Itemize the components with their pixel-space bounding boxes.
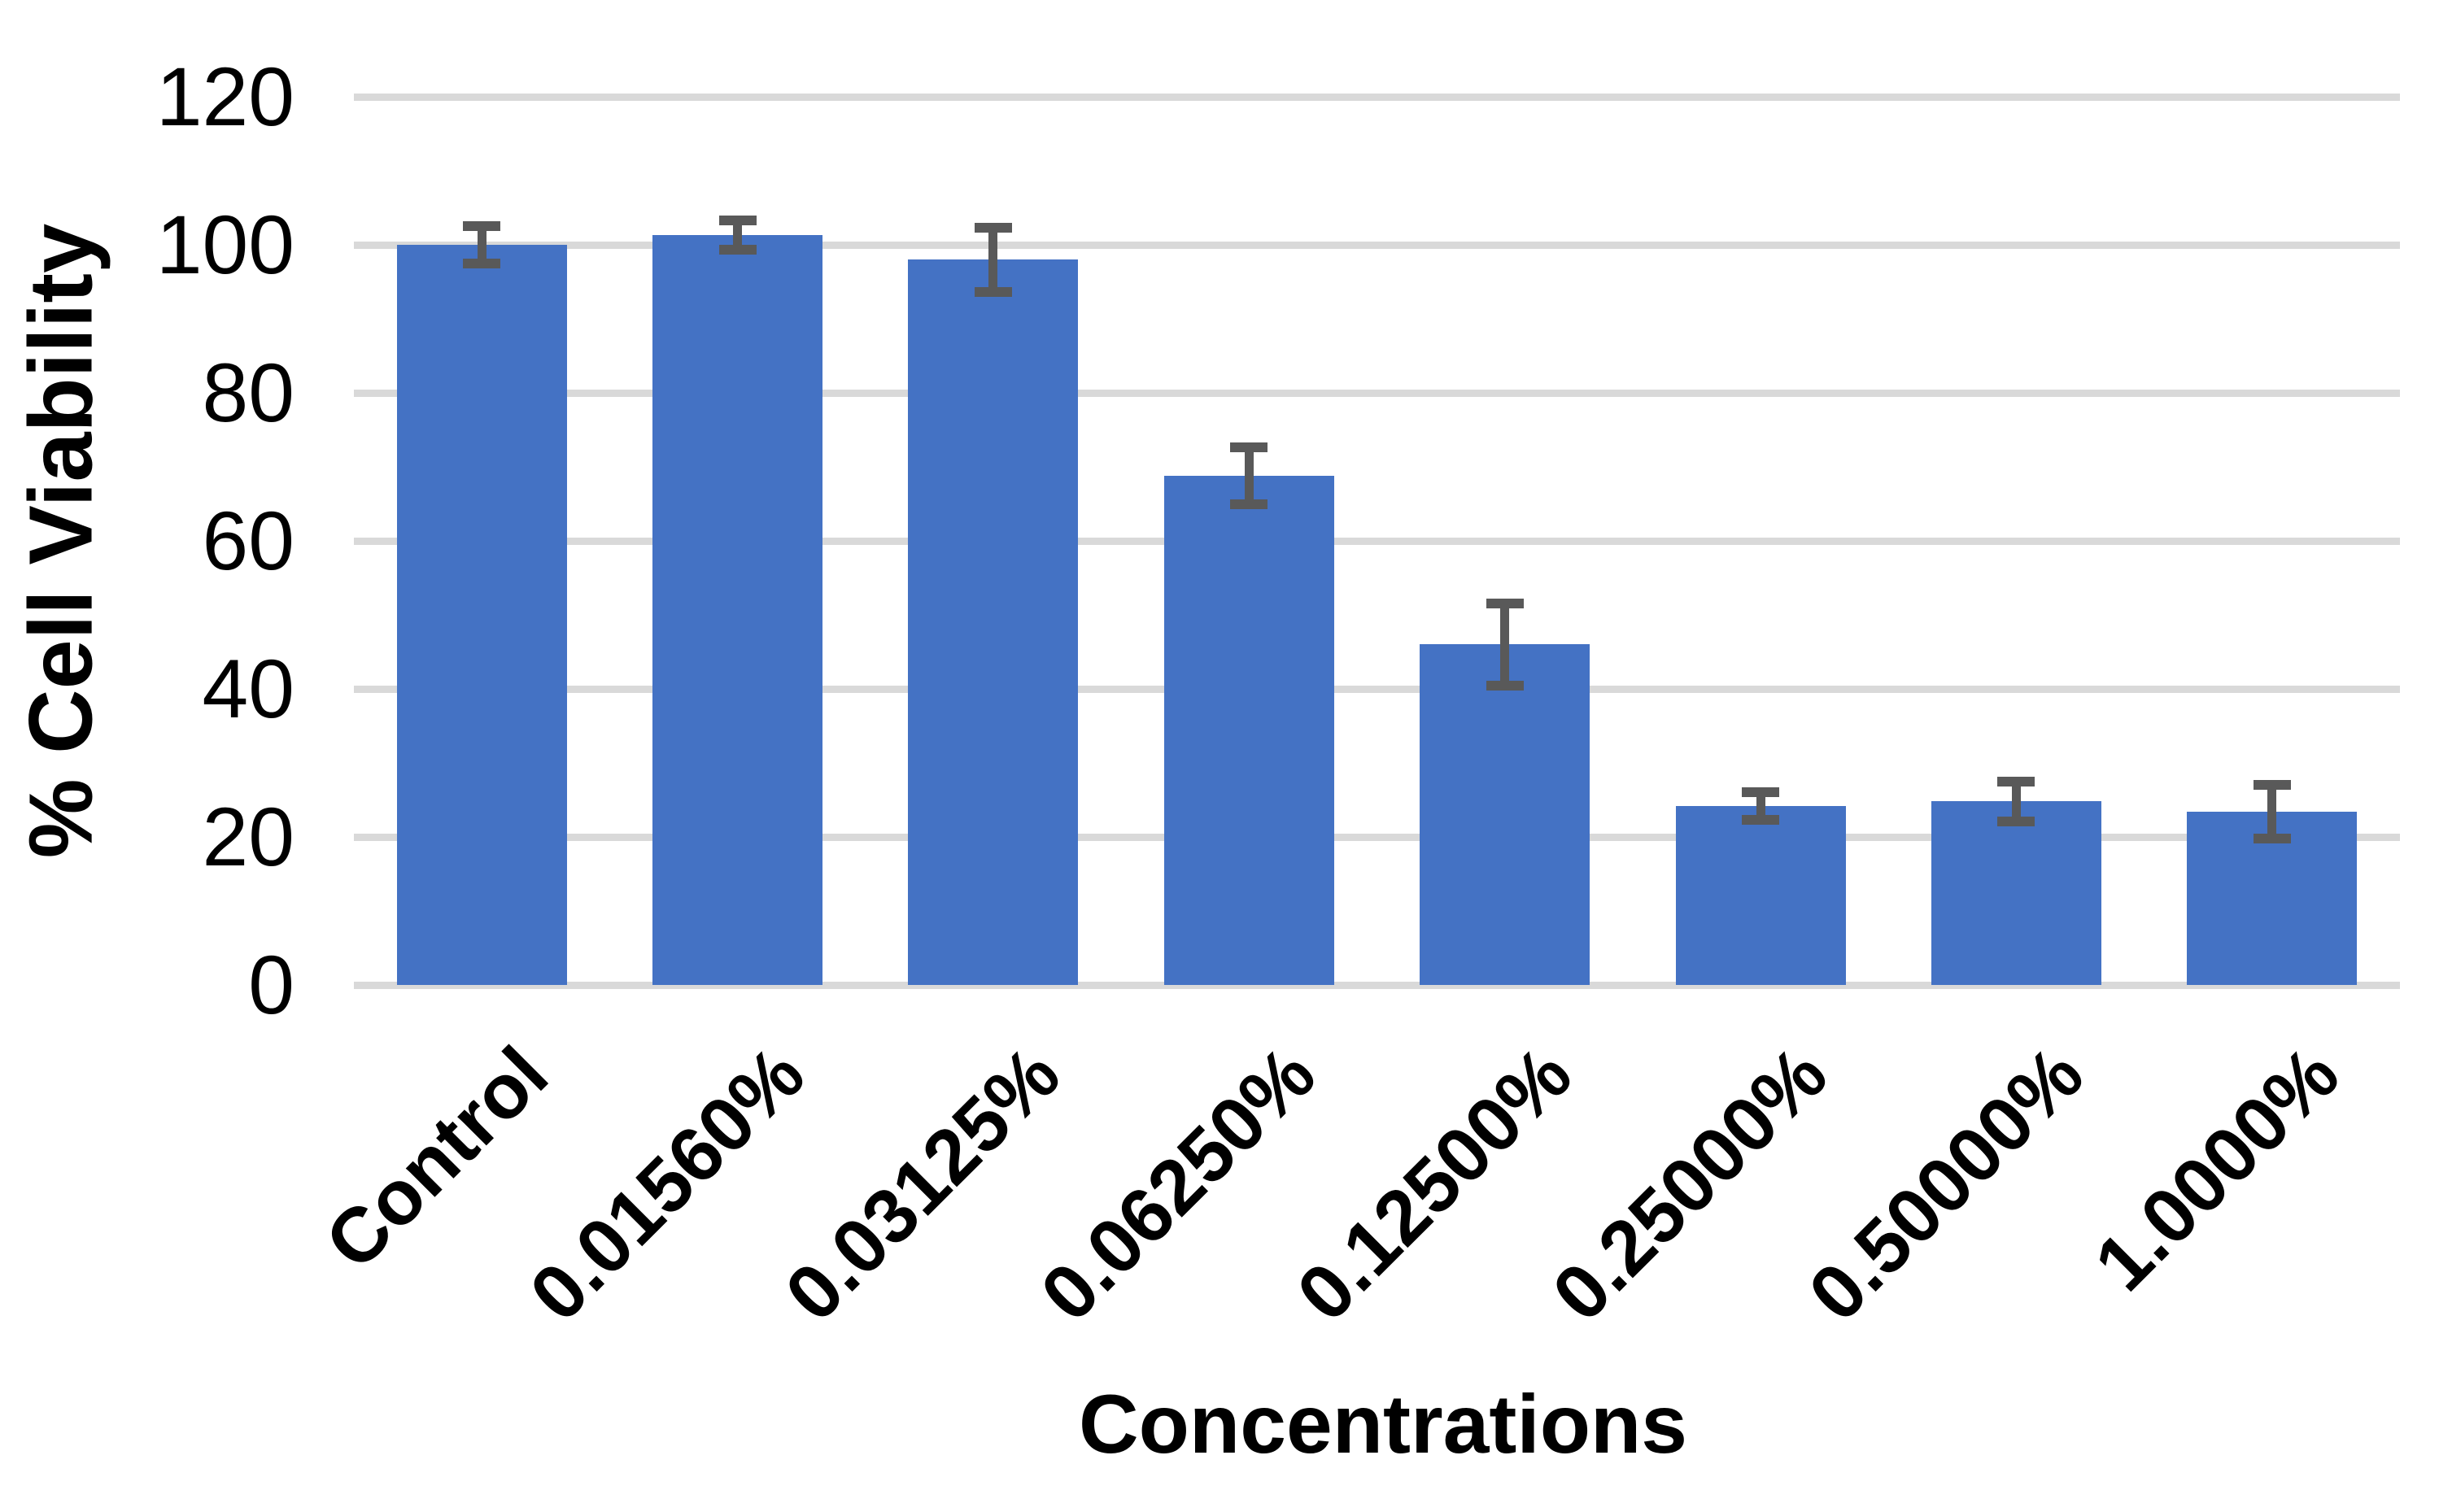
x-tick-label-0.25000%: 0.25000% bbox=[1536, 1031, 1844, 1338]
error-bar-cap-top-0.01560% bbox=[718, 216, 757, 226]
error-bar-0.50000% bbox=[2011, 787, 2021, 817]
gridline-y-80 bbox=[354, 389, 2400, 397]
y-tick-label-0: 0 bbox=[248, 939, 295, 1031]
y-tick-label-80: 80 bbox=[202, 346, 295, 439]
gridline-y-120 bbox=[354, 93, 2400, 101]
error-bar-cap-bottom-1.0000% bbox=[2253, 834, 2291, 844]
bar-0.50000% bbox=[1931, 801, 2101, 985]
x-tick-label-0.06250%: 0.06250% bbox=[1024, 1031, 1333, 1338]
x-tick-label-0.12500%: 0.12500% bbox=[1281, 1031, 1588, 1338]
error-bar-0.03125% bbox=[988, 232, 998, 287]
bar-0.12500% bbox=[1420, 644, 1590, 985]
error-bar-cap-bottom-0.06250% bbox=[1230, 499, 1268, 510]
error-bar-cap-top-0.03125% bbox=[974, 222, 1012, 233]
error-bar-0.12500% bbox=[1500, 608, 1510, 681]
error-bar-cap-top-Control bbox=[463, 220, 501, 231]
error-bar-0.06250% bbox=[1244, 451, 1254, 500]
bar-0.06250% bbox=[1163, 475, 1334, 985]
x-tick-label-1.0000%: 1.0000% bbox=[2078, 1031, 2355, 1308]
gridline-y-20 bbox=[354, 833, 2400, 841]
error-bar-0.25000% bbox=[1756, 796, 1765, 815]
gridline-y-60 bbox=[354, 537, 2400, 545]
bar-0.25000% bbox=[1675, 805, 1846, 985]
y-tick-label-20: 20 bbox=[202, 791, 295, 883]
x-tick-label-0.50000%: 0.50000% bbox=[1792, 1031, 2100, 1338]
error-bar-1.0000% bbox=[2267, 789, 2277, 834]
y-tick-label-120: 120 bbox=[155, 50, 295, 143]
error-bar-Control bbox=[477, 230, 486, 259]
error-bar-cap-bottom-0.01560% bbox=[718, 245, 757, 255]
error-bar-cap-bottom-0.03125% bbox=[974, 286, 1012, 297]
gridline-y-40 bbox=[354, 685, 2400, 693]
error-bar-cap-top-0.06250% bbox=[1230, 442, 1268, 452]
y-tick-label-40: 40 bbox=[202, 643, 295, 735]
plot-area bbox=[354, 93, 2400, 989]
x-axis-title: Concentrations bbox=[1078, 1378, 1688, 1471]
error-bar-cap-bottom-0.12500% bbox=[1486, 680, 1524, 691]
error-bar-cap-bottom-Control bbox=[463, 259, 501, 269]
error-bar-cap-bottom-0.25000% bbox=[1742, 814, 1780, 825]
gridline-y-100 bbox=[354, 241, 2400, 249]
bar-0.03125% bbox=[908, 259, 1079, 985]
error-bar-cap-top-0.12500% bbox=[1486, 598, 1524, 608]
x-tick-label-0.01560%: 0.01560% bbox=[513, 1031, 821, 1338]
bar-0.01560% bbox=[652, 235, 823, 985]
error-bar-0.01560% bbox=[733, 225, 743, 245]
error-bar-cap-top-0.50000% bbox=[1997, 777, 2035, 787]
error-bar-cap-bottom-0.50000% bbox=[1997, 816, 2035, 826]
error-bar-cap-top-0.25000% bbox=[1742, 787, 1780, 797]
x-tick-label-Control: Control bbox=[309, 1031, 565, 1286]
x-tick-label-0.03125%: 0.03125% bbox=[769, 1031, 1077, 1338]
error-bar-cap-top-1.0000% bbox=[2253, 779, 2291, 790]
bar-Control bbox=[396, 245, 567, 985]
y-tick-label-60: 60 bbox=[202, 495, 295, 587]
y-tick-label-100: 100 bbox=[155, 198, 295, 291]
gridline-y-0 bbox=[354, 981, 2400, 989]
